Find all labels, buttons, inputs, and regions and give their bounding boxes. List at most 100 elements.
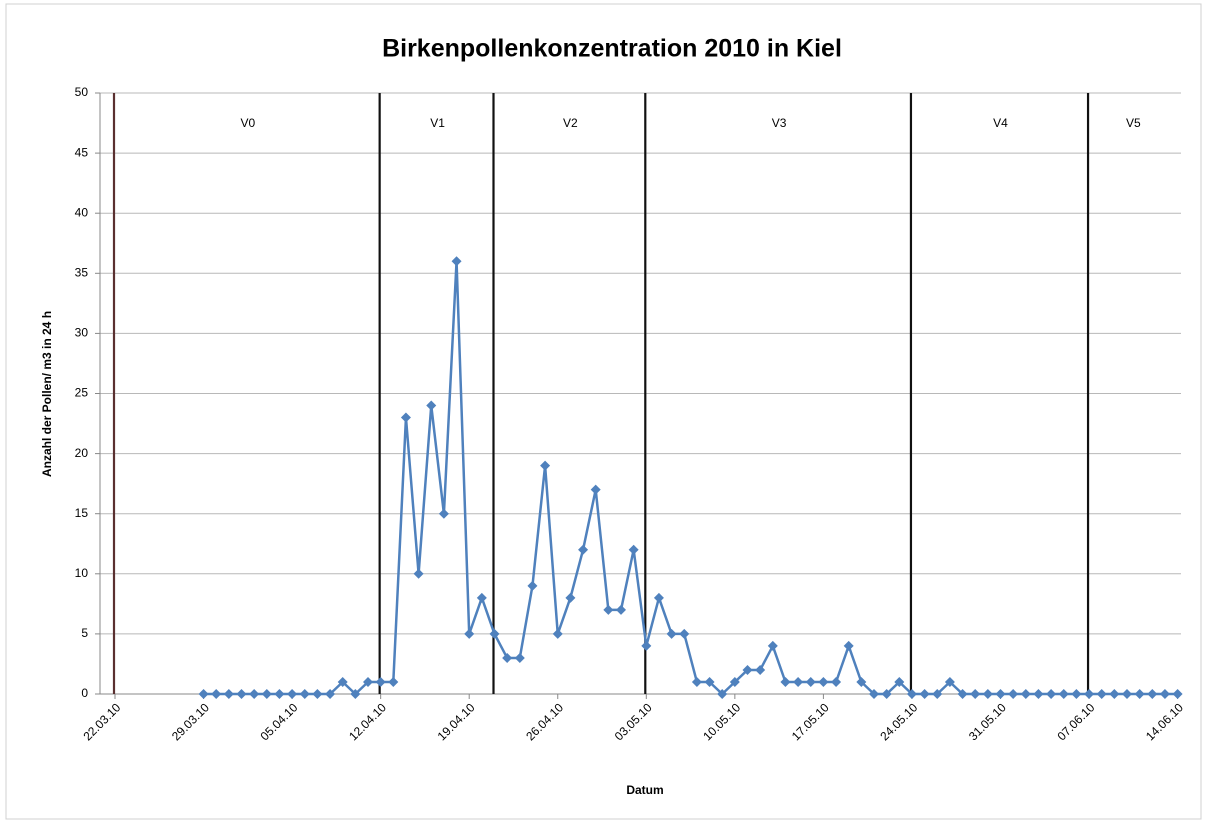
data-point <box>843 640 854 651</box>
data-point <box>502 652 513 663</box>
data-point <box>616 604 626 615</box>
data-point <box>691 676 702 687</box>
data-point <box>1159 689 1170 699</box>
data-point <box>1008 689 1019 699</box>
data-point <box>236 689 247 699</box>
phase-label: V0 <box>240 116 255 130</box>
data-point <box>350 689 361 699</box>
data-point <box>1020 689 1031 699</box>
data-point <box>906 689 917 699</box>
data-point <box>540 460 551 471</box>
data-point <box>337 676 348 687</box>
data-point <box>932 689 943 699</box>
data-point <box>666 628 677 639</box>
data-point <box>565 592 576 603</box>
data-point <box>312 689 323 699</box>
y-tick-label: 30 <box>75 326 89 340</box>
data-point <box>489 628 500 639</box>
data-point <box>274 689 285 699</box>
data-point <box>679 628 690 639</box>
data-point <box>388 676 399 687</box>
data-point <box>1122 689 1132 699</box>
data-point <box>1033 689 1044 699</box>
data-point <box>514 652 525 663</box>
y-axis-label: Anzahl der Pollen/ m3 in 24 h <box>40 311 54 477</box>
y-tick-label: 50 <box>75 85 89 99</box>
phase-label: V3 <box>772 116 787 130</box>
data-point <box>729 676 740 687</box>
data-point <box>1096 689 1107 699</box>
data-point <box>919 689 930 699</box>
y-tick-label: 0 <box>81 686 88 700</box>
data-point <box>1109 689 1120 699</box>
data-point <box>995 689 1006 699</box>
y-tick-label: 45 <box>75 145 89 159</box>
data-point <box>894 676 905 687</box>
phase-label: V2 <box>563 116 578 130</box>
y-tick-label: 40 <box>75 205 89 219</box>
data-point <box>249 689 260 699</box>
data-point <box>211 689 222 699</box>
data-point <box>704 676 715 687</box>
y-tick-label: 25 <box>75 386 89 400</box>
data-point <box>805 676 816 687</box>
y-tick-label: 35 <box>75 265 89 279</box>
data-point <box>451 256 462 267</box>
data-point <box>287 689 298 699</box>
data-point <box>464 628 475 639</box>
data-point <box>755 664 766 675</box>
data-point <box>363 676 373 687</box>
x-axis-label: Datum <box>626 783 663 797</box>
data-point <box>881 689 892 699</box>
data-point <box>1071 689 1082 699</box>
data-point <box>552 628 563 639</box>
data-point <box>653 592 664 603</box>
data-point <box>578 544 589 555</box>
data-point <box>413 568 424 579</box>
data-point <box>476 592 487 603</box>
chart-frame <box>5 3 1202 820</box>
data-point <box>1172 689 1183 699</box>
data-point <box>426 400 437 411</box>
data-point <box>957 689 968 699</box>
y-tick-label: 15 <box>75 506 89 520</box>
data-point <box>527 580 538 591</box>
data-point <box>299 689 310 699</box>
data-point <box>982 689 993 699</box>
y-tick-label: 5 <box>81 626 88 640</box>
data-point <box>818 676 829 687</box>
data-point <box>767 640 778 651</box>
data-point <box>325 689 336 699</box>
phase-label: V1 <box>430 116 445 130</box>
phase-label: V4 <box>993 116 1008 130</box>
data-point <box>1084 689 1095 699</box>
chart-title: Birkenpollenkonzentration 2010 in Kiel <box>382 35 842 63</box>
data-point <box>1134 689 1145 699</box>
data-point <box>628 544 639 555</box>
data-point <box>831 676 842 687</box>
data-point <box>641 640 652 651</box>
data-point <box>1046 689 1057 699</box>
data-point <box>223 689 234 699</box>
data-point <box>717 689 728 699</box>
y-tick-label: 10 <box>75 566 89 580</box>
data-point <box>198 689 209 699</box>
data-point <box>970 689 981 699</box>
data-point <box>1058 689 1069 699</box>
data-point <box>603 604 614 615</box>
data-point <box>261 689 272 699</box>
data-point <box>944 676 955 687</box>
data-point <box>375 676 386 687</box>
data-point <box>780 676 791 687</box>
data-point <box>856 676 867 687</box>
phase-label: V5 <box>1126 116 1141 130</box>
data-point <box>400 412 411 423</box>
data-point <box>590 484 601 495</box>
data-point <box>869 689 879 699</box>
data-point <box>438 508 449 519</box>
data-point <box>793 676 804 687</box>
data-point <box>1147 689 1158 699</box>
y-tick-label: 20 <box>75 446 89 460</box>
data-point <box>742 664 753 675</box>
